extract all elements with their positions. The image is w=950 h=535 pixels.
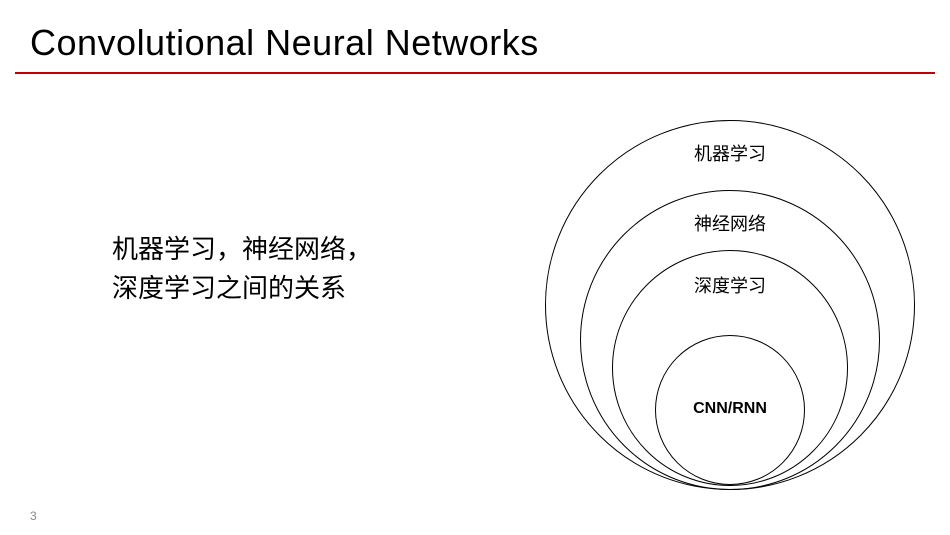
slide-title: Convolutional Neural Networks	[30, 22, 539, 64]
ring-label-1: 神经网络	[540, 210, 920, 236]
venn-diagram: 机器学习神经网络深度学习 CNN/RNN	[540, 110, 920, 510]
title-underline	[15, 72, 935, 74]
page-number: 3	[30, 509, 37, 523]
ring-label-2: 深度学习	[540, 272, 920, 298]
body-text-line2: 深度学习之间的关系	[112, 269, 372, 308]
ring-label-3: CNN/RNN	[540, 400, 920, 418]
body-text-line1: 机器学习，神经网络，	[112, 230, 372, 269]
ring-label-0: 机器学习	[540, 140, 920, 166]
body-text: 机器学习，神经网络， 深度学习之间的关系	[112, 230, 372, 308]
